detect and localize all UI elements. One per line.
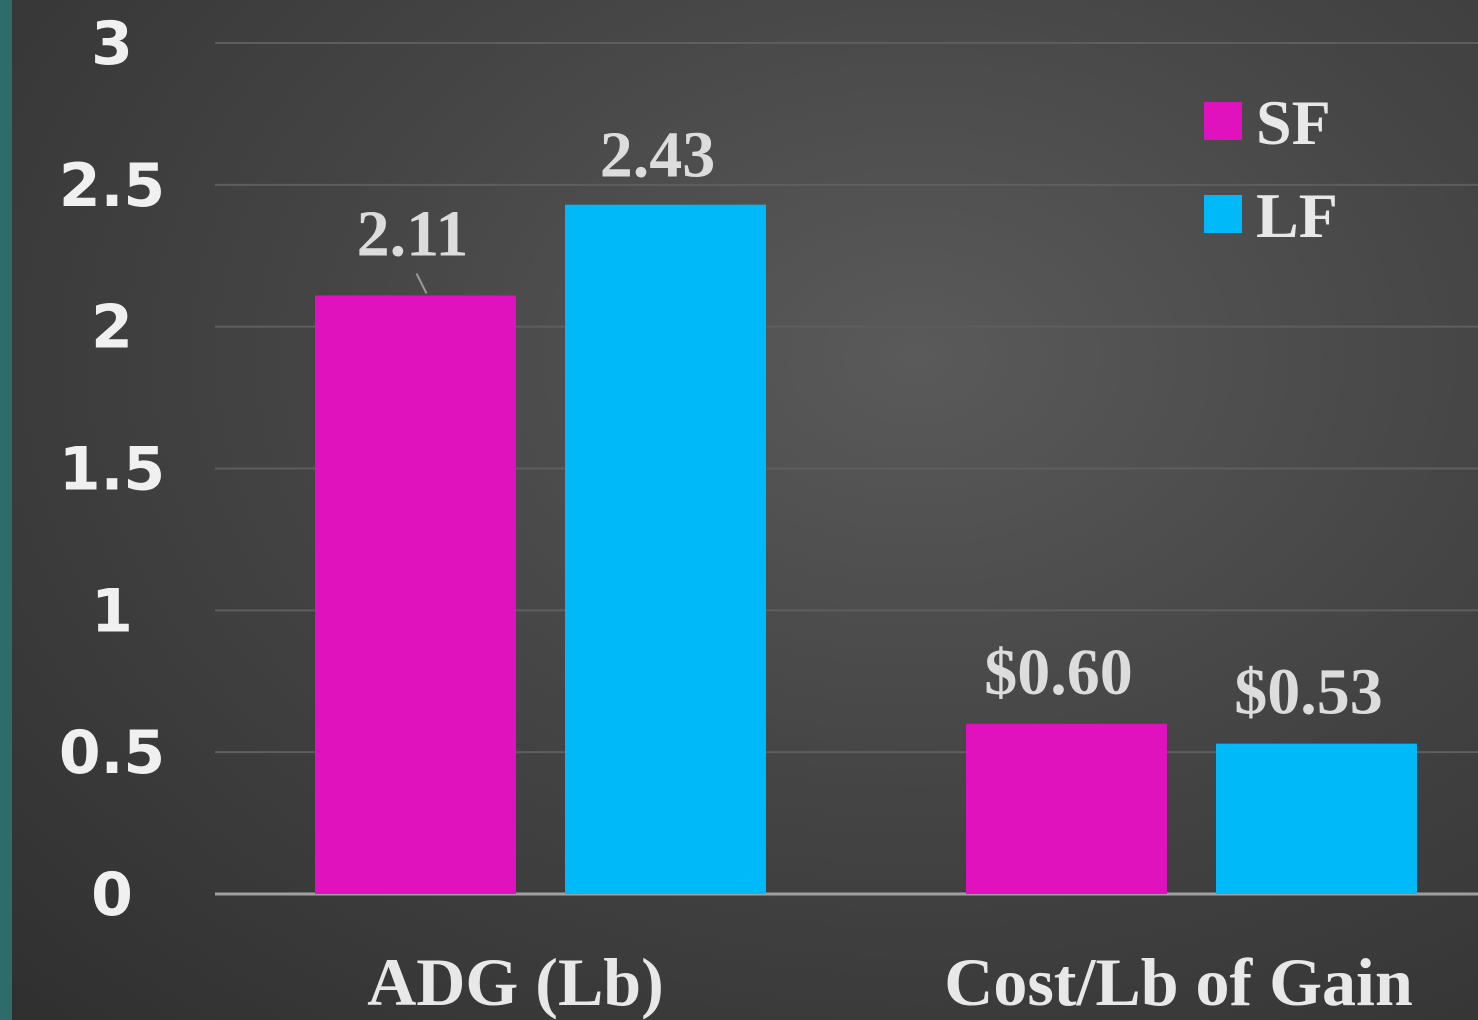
data-label: 2.43 bbox=[600, 119, 716, 192]
side-accent-strip bbox=[0, 0, 12, 1020]
y-tick-label: 0 bbox=[91, 860, 133, 930]
x-category-label: ADG (Lb) bbox=[367, 944, 664, 1020]
y-tick-label: 2 bbox=[91, 293, 133, 363]
bar-lf-2 bbox=[1216, 743, 1417, 894]
legend-swatch-lf bbox=[1204, 195, 1242, 233]
y-tick-label: 1 bbox=[91, 576, 133, 646]
data-label: $0.60 bbox=[984, 636, 1133, 709]
y-tick-label: 3 bbox=[91, 9, 133, 79]
y-tick-label: 2.5 bbox=[59, 151, 165, 221]
data-label: $0.53 bbox=[1234, 656, 1383, 729]
legend: SF LF bbox=[1204, 87, 1338, 251]
y-tick-label: 0.5 bbox=[59, 718, 165, 788]
bar-sf-1 bbox=[315, 295, 516, 894]
bar-sf-2 bbox=[966, 723, 1167, 894]
legend-swatch-sf bbox=[1204, 102, 1242, 140]
x-axis: ADG (Lb) Cost/Lb of Gain bbox=[367, 944, 1413, 1020]
data-label-leader-line bbox=[415, 273, 428, 294]
legend-label: SF bbox=[1256, 87, 1331, 158]
bars bbox=[315, 204, 1417, 894]
bar-lf-1 bbox=[565, 204, 766, 894]
data-label: 2.11 bbox=[357, 197, 469, 270]
legend-label: LF bbox=[1256, 180, 1338, 251]
x-category-label: Cost/Lb of Gain bbox=[944, 944, 1413, 1020]
data-labels: 2.11 $0.60 2.43 $0.53 bbox=[357, 119, 1383, 729]
y-tick-label: 1.5 bbox=[59, 435, 165, 505]
